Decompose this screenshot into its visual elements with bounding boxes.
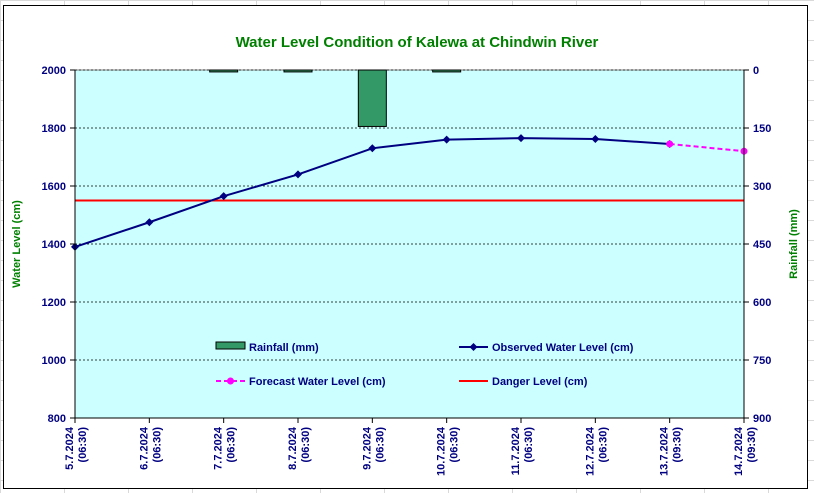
- x-tick-label: 10.7.2024(06:30): [436, 426, 461, 476]
- forecast-point: [666, 140, 674, 148]
- y-tick-label: 1000: [42, 355, 66, 367]
- x-tick-label: 14.7.2024(09:30): [733, 426, 758, 476]
- legend-label: Observed Water Level (cm): [492, 342, 634, 354]
- legend: Rainfall (mm) Observed Water Level (cm) Fo…: [215, 341, 634, 388]
- y2-tick-label: 450: [753, 239, 771, 251]
- x-tick-label: 7.7.2024(06:30): [213, 426, 238, 470]
- y2-tick-label: 750: [753, 355, 771, 367]
- y2-tick-label: 600: [753, 297, 771, 309]
- chart-area: 800 1000 1200 1400 1600 1800 2000 0 150 300 450 600…: [3, 5, 808, 489]
- x-tick-label: 11.7.2024(06:30): [510, 426, 535, 475]
- x-tick-label: 12.7.2024(06:30): [584, 426, 609, 476]
- legend-label: Rainfall (mm): [249, 342, 319, 354]
- y2-axis-title: Rainfall (mm): [788, 209, 800, 279]
- x-tick-label: 8.7.2024(06:30): [287, 426, 312, 470]
- x-tick-label: 6.7.2024(06:30): [138, 426, 163, 470]
- gridlines: [75, 69, 744, 361]
- y-tick-label: 1800: [42, 123, 66, 135]
- observed-point: [591, 135, 600, 144]
- rainfall-bar: [357, 69, 387, 127]
- water-level-chart: 800 1000 1200 1400 1600 1800 2000 0 150 300 450 600…: [11, 34, 800, 476]
- rainfall-bar: [209, 69, 239, 73]
- y-tick-label: 1200: [42, 297, 66, 309]
- y-tick-label: 800: [48, 413, 66, 425]
- y2-tick-label: 300: [753, 181, 771, 193]
- legend-swatch-rainfall: [215, 341, 246, 350]
- legend-marker: [469, 343, 478, 351]
- y2-tick-label: 0: [753, 65, 759, 77]
- x-tick-label: 5.7.2024(06:30): [64, 426, 89, 470]
- observed-point: [294, 170, 302, 179]
- legend-label: Danger Level (cm): [492, 376, 588, 388]
- y-axis-title: Water Level (cm): [11, 200, 23, 288]
- x-tick-label: 9.7.2024(06:30): [361, 426, 386, 470]
- rainfall-bars: [209, 69, 462, 127]
- rainfall-bar: [432, 69, 462, 73]
- legend-marker: [227, 377, 234, 385]
- observed-point: [219, 192, 228, 201]
- tick-labels: 800 1000 1200 1400 1600 1800 2000 0 150 300 450 600…: [42, 65, 772, 476]
- observed-point: [368, 144, 377, 153]
- y2-tick-label: 150: [753, 123, 771, 135]
- y2-tick-label: 900: [753, 413, 771, 425]
- chart-title: Water Level Condition of Kalewa at Chind…: [236, 34, 599, 51]
- axes: [70, 69, 749, 423]
- rainfall-bar: [283, 69, 313, 73]
- x-tick-label: 13.7.2024(09:30): [659, 426, 684, 476]
- legend-label: Forecast Water Level (cm): [249, 376, 386, 388]
- series-lines: [71, 134, 748, 251]
- y-tick-label: 2000: [42, 65, 66, 77]
- observed-point: [442, 135, 451, 144]
- forecast-water-level-line: [669, 142, 745, 153]
- y-tick-label: 1600: [42, 181, 66, 193]
- observed-point: [145, 218, 154, 227]
- observed-point: [517, 134, 525, 143]
- y-tick-label: 1400: [42, 239, 66, 251]
